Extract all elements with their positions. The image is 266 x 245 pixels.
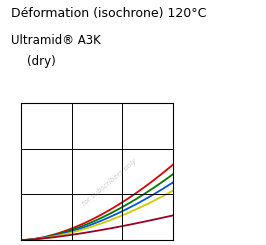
Text: Déformation (isochrone) 120°C: Déformation (isochrone) 120°C xyxy=(11,7,206,20)
Text: Ultramid® A3K: Ultramid® A3K xyxy=(11,34,100,47)
Text: (dry): (dry) xyxy=(27,55,55,68)
Text: for subscribers only: for subscribers only xyxy=(81,158,138,207)
